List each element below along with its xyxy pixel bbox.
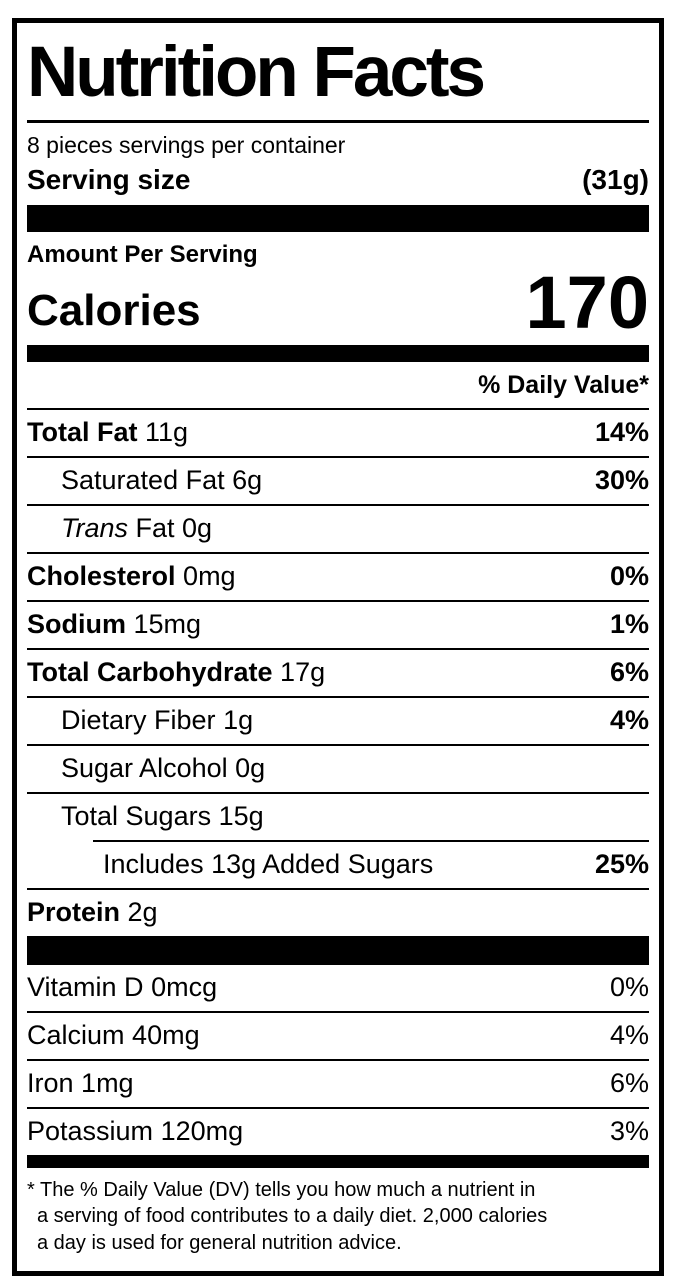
nutrient-amount: 1g xyxy=(223,705,254,736)
label-title: Nutrition Facts xyxy=(27,33,486,112)
nutrient-daily-value: 30% xyxy=(594,465,649,496)
nutrient-text: Cholesterol 0mg xyxy=(27,561,236,592)
thick-divider-footnote xyxy=(27,1155,649,1169)
nutrient-amount: 1mg xyxy=(81,1068,134,1099)
calories-value: 170 xyxy=(525,261,649,344)
daily-value-footnote: * The % Daily Value (DV) tells you how m… xyxy=(27,1168,649,1271)
calories-label: Calories xyxy=(27,285,201,335)
nutrient-row: Saturated Fat 6g 30% xyxy=(27,456,649,504)
nutrient-text: Total Sugars 15g xyxy=(61,801,264,832)
nutrient-name: Sodium xyxy=(27,609,126,640)
nutrient-name: Vitamin D xyxy=(27,972,144,1003)
nutrient-text: Total Carbohydrate 17g xyxy=(27,657,325,688)
indented-divider xyxy=(93,840,649,843)
nutrient-name: Total Sugars xyxy=(61,801,212,832)
nutrient-daily-value: 3% xyxy=(609,1116,649,1147)
title-divider xyxy=(27,120,649,123)
nutrient-text: Protein 2g xyxy=(27,897,158,928)
nutrient-row: Total Carbohydrate 17g 6% xyxy=(27,648,649,696)
nutrient-text: Iron 1mg xyxy=(27,1068,134,1099)
nutrient-daily-value: 1% xyxy=(609,609,649,640)
nutrient-amount: 17g xyxy=(280,657,326,688)
nutrient-row: Iron 1mg 6% xyxy=(27,1059,649,1107)
nutrient-text: Sugar Alcohol 0g xyxy=(61,753,265,784)
nutrient-daily-value: 4% xyxy=(609,1020,649,1051)
nutrient-row: Cholesterol 0mg 0% xyxy=(27,552,649,600)
nutrient-amount: 15mg xyxy=(133,609,202,640)
nutrient-daily-value: 0% xyxy=(609,561,649,592)
micronutrient-rows-section: Vitamin D 0mcg 0% Calcium 40mg 4% Iron 1mg 6%… xyxy=(27,965,649,1155)
nutrient-name: Dietary Fiber xyxy=(61,705,216,736)
nutrient-row: Total Fat 11g 14% xyxy=(27,408,649,456)
thick-divider-calories xyxy=(27,345,649,363)
nutrient-daily-value: 4% xyxy=(609,705,649,736)
nutrient-row: Includes 13g Added Sugars 25% xyxy=(27,842,649,888)
nutrient-amount: 6g xyxy=(232,465,263,496)
nutrition-facts-label: Nutrition Facts 8 pieces servings per co… xyxy=(12,18,664,1276)
thick-divider-top xyxy=(27,205,649,232)
nutrient-row: Dietary Fiber 1g 4% xyxy=(27,696,649,744)
nutrient-amount: 2g xyxy=(127,897,158,928)
nutrient-text: Total Fat 11g xyxy=(27,417,188,448)
nutrient-row: Calcium 40mg 4% xyxy=(27,1011,649,1059)
footnote-line: a day is used for general nutrition advi… xyxy=(37,1231,402,1254)
nutrient-row: Sodium 15mg 1% xyxy=(27,600,649,648)
thick-divider-protein xyxy=(27,936,649,966)
amount-per-serving-label: Amount Per Serving xyxy=(27,241,258,268)
nutrient-amount: 15g xyxy=(218,801,264,832)
nutrient-row: Total Sugars 15g xyxy=(27,792,649,840)
nutrient-name: Calcium xyxy=(27,1020,125,1051)
nutrient-text: Saturated Fat 6g xyxy=(61,465,262,496)
nutrient-daily-value: 6% xyxy=(609,1068,649,1099)
nutrient-daily-value: 14% xyxy=(594,417,649,448)
nutrient-row: Trans Fat 0g xyxy=(27,504,649,552)
footnote-line: a serving of food contributes to a daily… xyxy=(37,1205,548,1228)
nutrient-amount: 0mg xyxy=(183,561,236,592)
nutrient-daily-value: 0% xyxy=(609,972,649,1003)
footnote-line: * The % Daily Value (DV) tells you how m… xyxy=(27,1179,536,1202)
nutrient-row: Sugar Alcohol 0g xyxy=(27,744,649,792)
nutrient-name: Saturated Fat xyxy=(61,465,225,496)
serving-size-value: (31g) xyxy=(582,164,649,195)
nutrient-text: Includes 13g Added Sugars xyxy=(103,849,433,880)
nutrient-name: Includes 13g Added Sugars xyxy=(103,849,434,880)
nutrient-daily-value: 25% xyxy=(594,849,649,880)
nutrient-amount: 120mg xyxy=(160,1116,244,1147)
nutrient-row: Potassium 120mg 3% xyxy=(27,1107,649,1155)
nutrient-amount: 40mg xyxy=(132,1020,200,1051)
nutrient-amount: 0mcg xyxy=(151,972,218,1003)
page-background: Nutrition Facts 8 pieces servings per co… xyxy=(12,18,664,1276)
nutrient-text: Potassium 120mg xyxy=(27,1116,243,1147)
nutrient-name: Total Fat xyxy=(27,417,138,448)
nutrient-name: Iron xyxy=(27,1068,74,1099)
nutrient-amount: 0g xyxy=(235,753,266,784)
nutrient-text: Calcium 40mg xyxy=(27,1020,200,1051)
nutrient-name: Total Carbohydrate xyxy=(27,657,273,688)
nutrient-rows-section: Total Fat 11g 14% Saturated Fat 6g 30% Trans… xyxy=(27,408,649,936)
nutrient-row: Vitamin D 0mcg 0% xyxy=(27,965,649,1011)
nutrient-amount: Fat 0g xyxy=(135,513,213,544)
serving-size-label: Serving size xyxy=(27,164,191,195)
nutrient-text: Dietary Fiber 1g xyxy=(61,705,253,736)
serving-size-row: Serving size (31g) xyxy=(27,161,649,205)
daily-value-header: % Daily Value* xyxy=(478,371,649,400)
nutrient-text: Trans Fat 0g xyxy=(61,513,212,544)
servings-per-container: 8 pieces servings per container xyxy=(27,132,346,158)
nutrient-text: Sodium 15mg xyxy=(27,609,201,640)
calories-row: Calories 170 xyxy=(27,261,649,345)
nutrient-daily-value: 6% xyxy=(609,657,649,688)
nutrient-name: Protein xyxy=(27,897,121,928)
nutrient-row: Protein 2g xyxy=(27,888,649,936)
nutrient-name: Trans xyxy=(61,513,129,544)
nutrient-name: Cholesterol xyxy=(27,561,176,592)
nutrient-amount: 11g xyxy=(145,417,189,448)
nutrient-name: Sugar Alcohol xyxy=(61,753,228,784)
nutrient-text: Vitamin D 0mcg xyxy=(27,972,217,1003)
nutrient-name: Potassium xyxy=(27,1116,154,1147)
